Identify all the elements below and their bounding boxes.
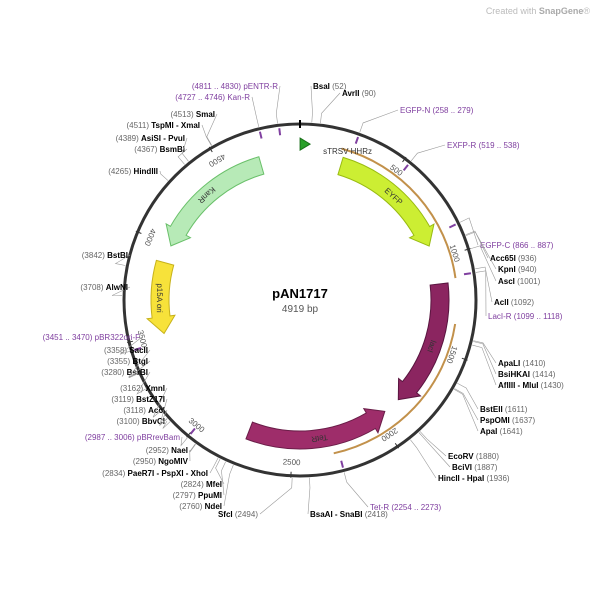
enzyme-label[interactable]: (4513) SmaI [171,110,215,119]
enzyme-label[interactable]: (3118) AccI [123,406,165,415]
label-leader [190,444,196,461]
label-leader [160,171,168,181]
label-leader [454,388,478,420]
feature-sTRSV HHRz[interactable] [300,138,310,150]
label-leader [473,341,496,363]
enzyme-label[interactable]: (4389) AsiSI - PvuI [116,134,185,143]
primer-mark [279,128,280,135]
enzyme-label[interactable]: (4811 .. 4830) pENTR-R [192,82,278,91]
svg-text:sTRSV HHRz: sTRSV HHRz [323,147,372,156]
enzyme-label[interactable]: SfcI (2494) [218,510,258,519]
label-leader [419,432,450,467]
label-leader [252,97,259,127]
enzyme-label[interactable]: (4265) HindIII [108,167,158,176]
enzyme-label[interactable]: (3708) AlwNI [80,283,128,292]
enzyme-label[interactable]: Acc65I (936) [490,254,537,263]
enzyme-label[interactable]: EGFP-C (866 .. 887) [480,241,554,250]
label-leader [221,462,225,495]
primer-mark [191,429,195,434]
enzyme-label[interactable]: (3355) BtgI [107,357,148,366]
watermark-prefix: Created with [486,6,539,16]
label-leader [420,431,446,456]
label-leader [181,437,187,446]
enzyme-label[interactable]: (3100) BbvCI [117,417,165,426]
primer-mark [341,461,343,468]
enzyme-label[interactable]: ApaI (1641) [480,427,523,436]
enzyme-label[interactable]: (3451 .. 3470) pBR322ori-F [43,333,141,342]
enzyme-label[interactable]: HincII - HpaI (1936) [438,474,510,483]
label-leader [410,440,436,478]
label-leader [360,110,398,132]
enzyme-label[interactable]: AclI (1092) [494,298,534,307]
enzyme-label[interactable]: (2824) MfeI [181,480,222,489]
enzyme-label[interactable]: (4367) BsmBI [134,145,185,154]
label-leader [411,145,445,161]
scale-tick: 3000 [187,416,207,435]
enzyme-label[interactable]: (2797) PpuMI [173,491,222,500]
enzyme-label[interactable]: AscI (1001) [498,277,541,286]
enzyme-label[interactable]: EcoRV (1880) [448,452,499,461]
scale-tick: 2500 [282,457,301,467]
label-leader [189,444,195,452]
primer-mark [356,137,358,144]
enzyme-label[interactable]: (3358) SacII [104,346,148,355]
enzyme-label[interactable]: ApaLI (1410) [498,359,546,368]
label-leader [308,478,310,514]
primer-mark [464,273,471,274]
enzyme-label[interactable]: (2834) PaeR7I - PspXI - XhoI [102,469,208,478]
label-leader [224,465,233,506]
label-leader [457,383,478,409]
enzyme-label[interactable]: EGFP-N (258 .. 279) [400,106,474,115]
scale-tick: 500 [388,163,405,179]
feature-lacI[interactable] [398,283,449,400]
enzyme-label[interactable]: (2950) NgoMIV [133,457,189,466]
enzyme-label[interactable]: KpnI (940) [498,265,537,274]
plasmid-size: 4919 bp [282,304,319,315]
enzyme-label[interactable]: AvrII (90) [342,89,376,98]
enzyme-label[interactable]: PspOMI (1637) [480,416,535,425]
scale-tick: 4000 [142,227,157,247]
label-leader [311,86,312,122]
label-leader [276,86,280,123]
enzyme-label[interactable]: AflIII - MluI (1430) [498,381,564,390]
scale-tick: 4500 [207,152,227,169]
label-leader [454,389,478,431]
enzyme-label[interactable]: (2760) NdeI [179,502,222,511]
enzyme-label[interactable]: (3162) XmnI [120,384,165,393]
label-leader [320,93,340,123]
watermark: Created with SnapGene® [486,6,590,16]
feature-label: p15A ori [155,283,164,313]
enzyme-label[interactable]: (2952) NaeI [146,446,188,455]
label-leader [344,472,368,507]
label-leader [472,345,496,385]
enzyme-label[interactable]: BciVI (1887) [452,463,498,472]
plasmid-map[interactable]: sTRSV HHRzEYFPlacITetRp15A oriKanR 50010… [0,0,600,600]
enzyme-label[interactable]: (3119) BstZ17I [111,395,165,404]
primer-mark [260,132,262,139]
primer-mark [449,224,455,227]
enzyme-label[interactable]: (2987 .. 3006) pBRrevBam [85,433,181,442]
label-leader [260,478,292,514]
watermark-brand: SnapGene [539,6,584,16]
enzyme-label[interactable]: EXFP-R (519 .. 538) [447,141,520,150]
enzyme-label[interactable]: LacI-R (1099 .. 1118) [488,312,563,321]
enzyme-label[interactable]: (3842) BstBI [82,251,128,260]
enzyme-label[interactable]: (4727 .. 4746) Kan-R [175,93,250,102]
watermark-suffix: ® [583,6,590,16]
enzyme-label[interactable]: BsaAI - SnaBI (2418) [310,510,388,519]
enzyme-label[interactable]: BstEII (1611) [480,405,528,414]
enzyme-label[interactable]: (3280) BsrBI [101,368,148,377]
enzyme-label[interactable]: (4511) TspMI - XmaI [126,121,200,130]
plasmid-name: pAN1717 [272,286,328,301]
enzyme-label[interactable]: BsiHKAI (1414) [498,370,556,379]
